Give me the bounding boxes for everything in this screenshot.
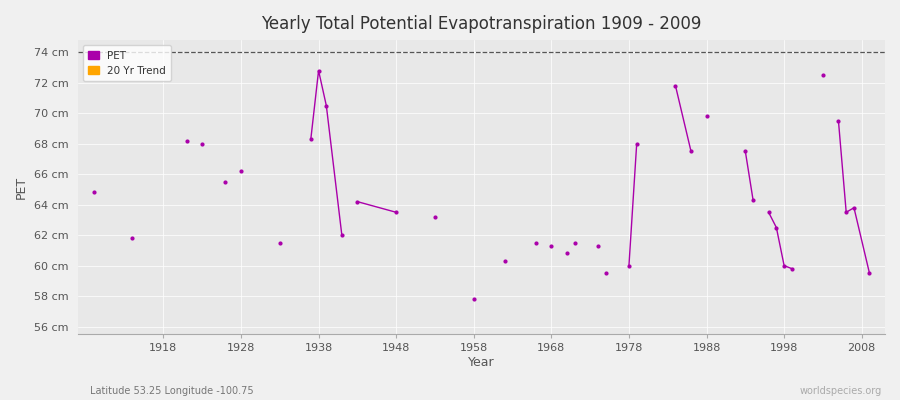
Text: Latitude 53.25 Longitude -100.75: Latitude 53.25 Longitude -100.75 [90, 386, 254, 396]
Y-axis label: PET: PET [15, 176, 28, 199]
Text: worldspecies.org: worldspecies.org [800, 386, 882, 396]
Legend: PET, 20 Yr Trend: PET, 20 Yr Trend [83, 45, 171, 81]
X-axis label: Year: Year [468, 356, 495, 369]
Title: Yearly Total Potential Evapotranspiration 1909 - 2009: Yearly Total Potential Evapotranspiratio… [261, 15, 702, 33]
